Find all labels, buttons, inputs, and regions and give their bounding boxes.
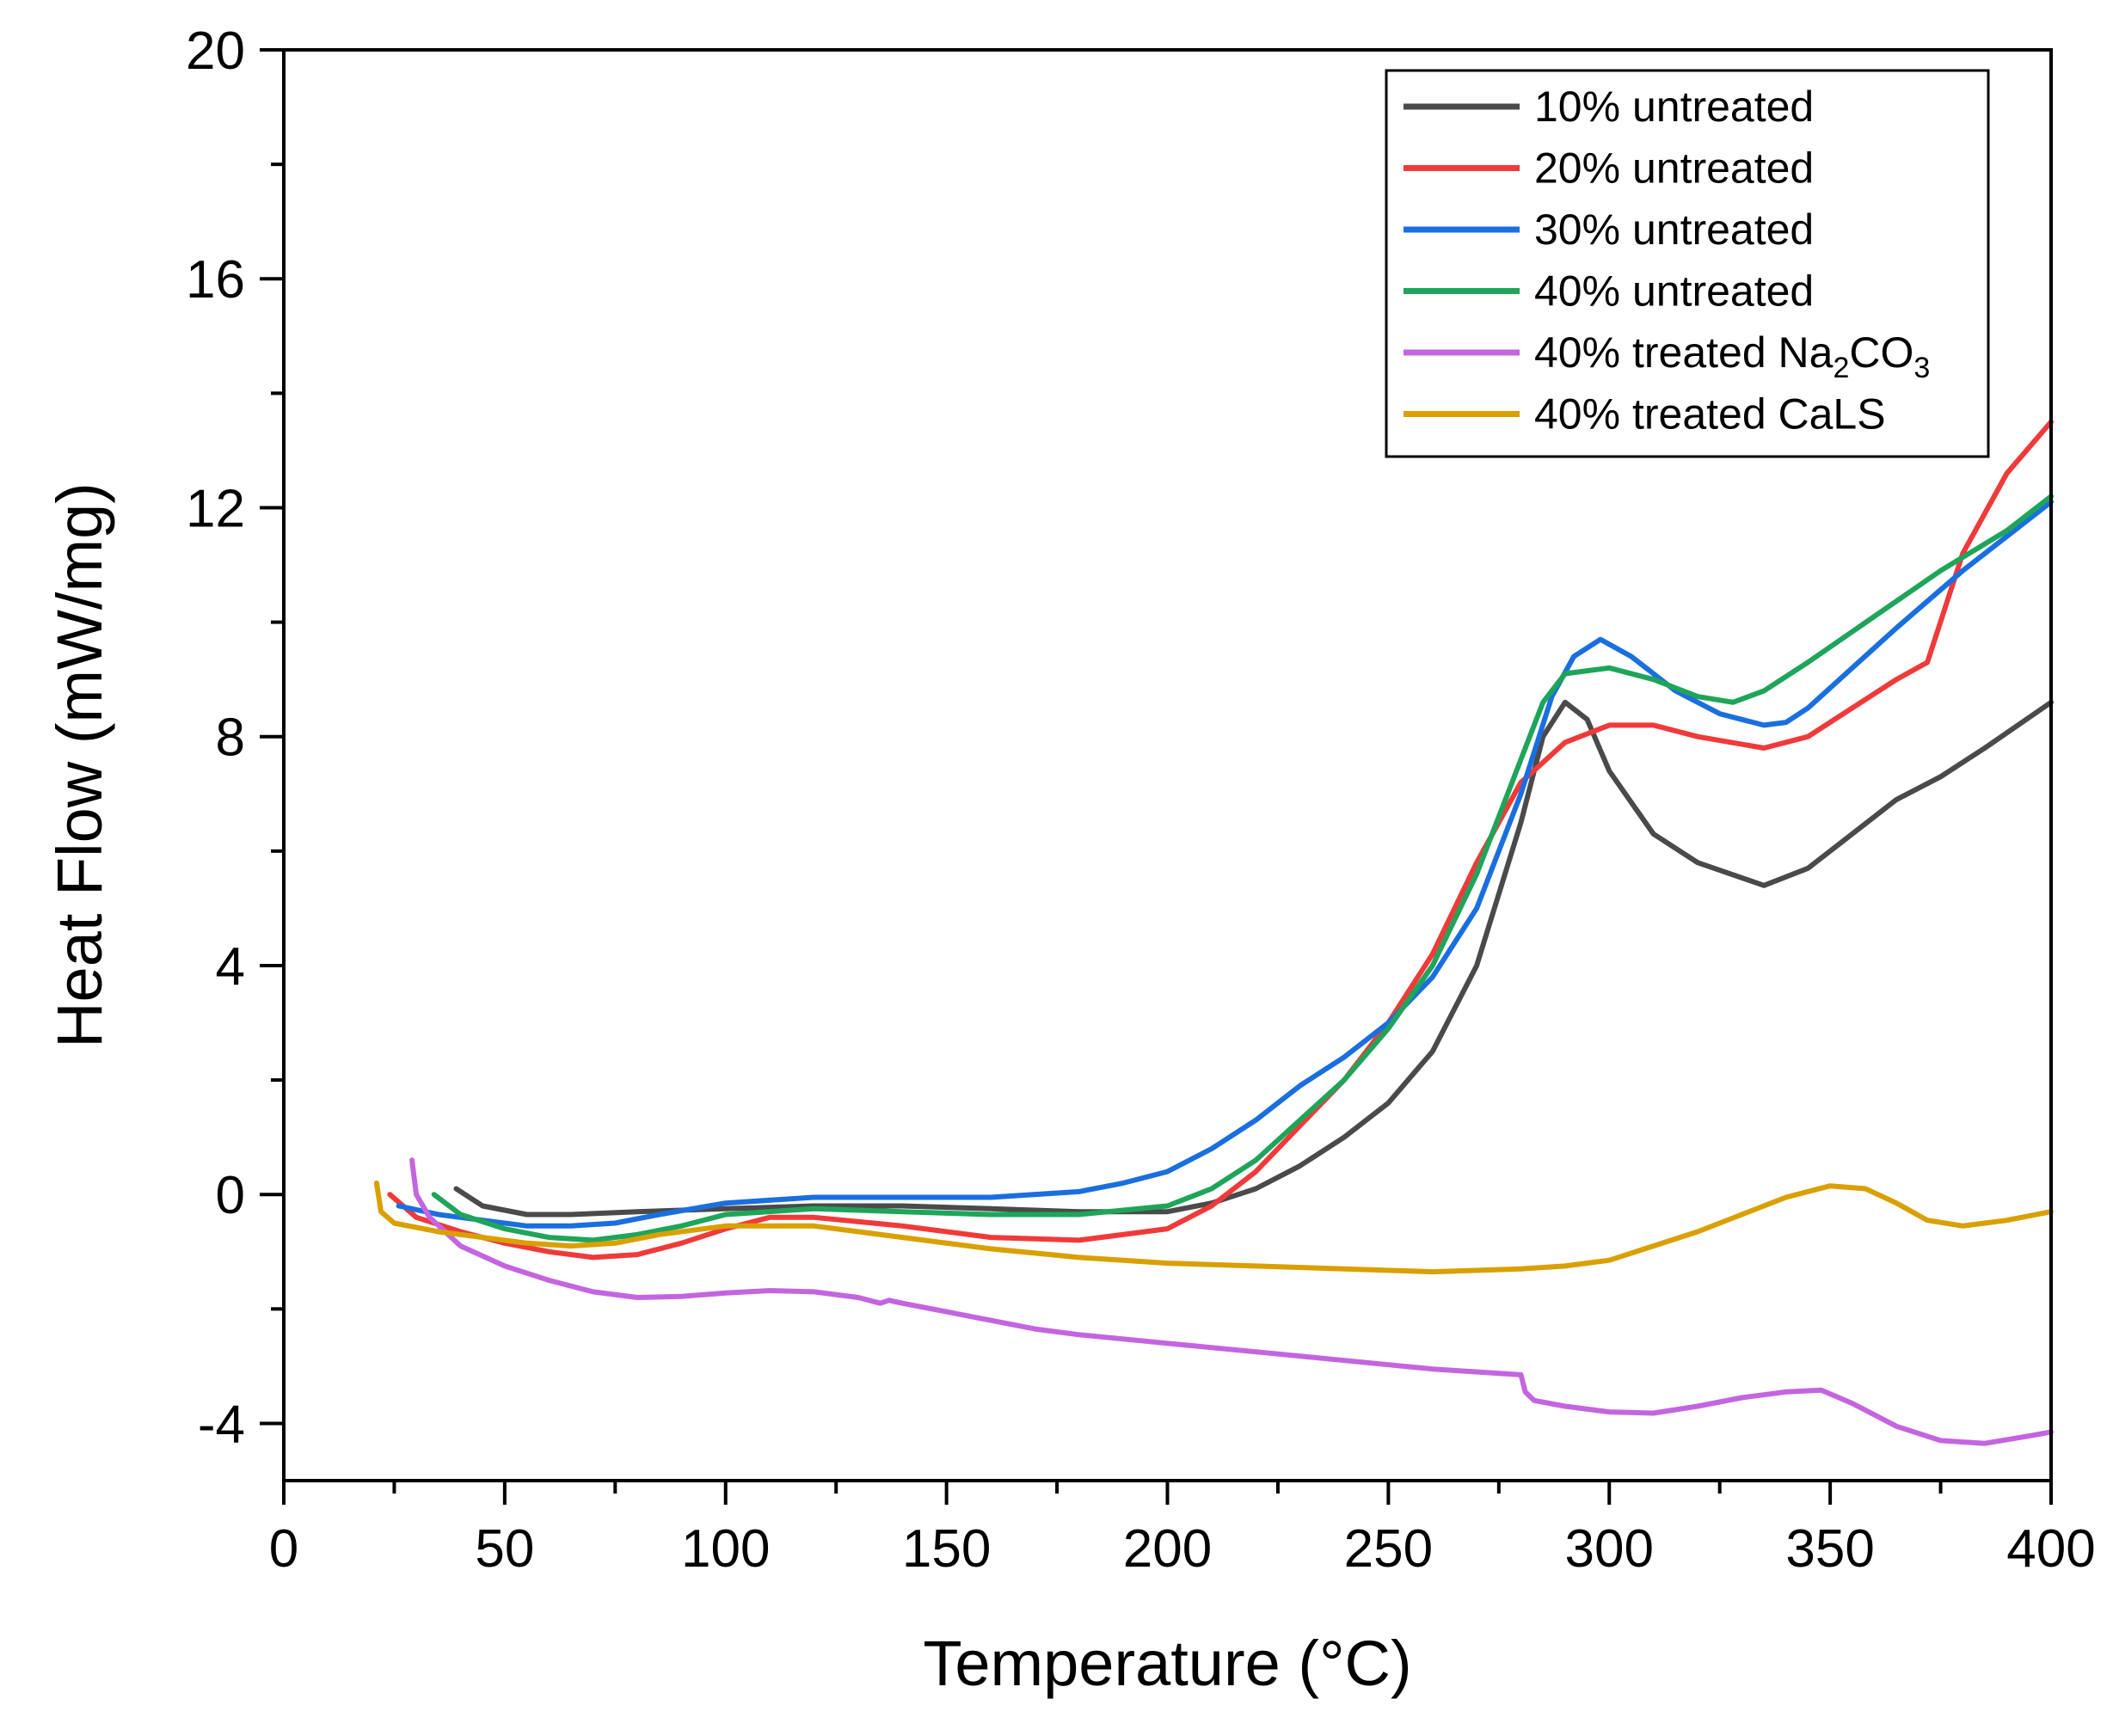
x-tick-label: 350 — [1785, 1519, 1874, 1579]
legend-label-main: 40% untreated — [1534, 267, 1814, 316]
legend-label: 30% untreated — [1534, 205, 1814, 254]
legend-label-main: 20% untreated — [1534, 144, 1814, 193]
legend-label: 40% treated Na2CO3 — [1534, 328, 1930, 384]
legend-label: 20% untreated — [1534, 144, 1814, 193]
x-tick-label: 300 — [1565, 1519, 1654, 1579]
x-axis-title: Temperature (°C) — [923, 1628, 1411, 1699]
legend-label-main: 10% untreated — [1534, 83, 1814, 131]
legend-label-main: 30% untreated — [1534, 205, 1814, 254]
y-tick-label: 12 — [186, 479, 245, 538]
legend-label-tail: CO — [1849, 328, 1913, 377]
series-line-5 — [409, 1157, 2054, 1446]
series-line-3 — [396, 499, 2054, 1229]
legend-label-subscript: 2 — [1833, 352, 1849, 384]
y-tick-label: -4 — [198, 1395, 245, 1454]
legend-label: 10% untreated — [1534, 83, 1814, 131]
legend-label-subscript: 3 — [1913, 352, 1930, 384]
x-tick-label: 50 — [475, 1519, 534, 1579]
x-tick-label: 100 — [681, 1519, 770, 1579]
x-tick-label: 150 — [902, 1519, 991, 1579]
y-tick-label: 20 — [186, 21, 245, 81]
series-line-1 — [453, 699, 2054, 1218]
x-tick-label: 200 — [1123, 1519, 1212, 1579]
legend-box — [1385, 69, 1990, 458]
series-layer — [373, 419, 2054, 1446]
y-axis-title: Heat Flow (mW/mg) — [44, 482, 115, 1048]
x-tick-label: 400 — [2006, 1519, 2095, 1579]
series-line-4 — [431, 494, 2054, 1243]
legend-label: 40% untreated — [1534, 267, 1814, 316]
y-tick-label: 8 — [216, 709, 245, 768]
y-tick-label: 4 — [216, 937, 245, 997]
legend-label-main: 40% treated CaLS — [1534, 390, 1886, 439]
series-line-2 — [387, 419, 2054, 1261]
x-tick-label: 250 — [1344, 1519, 1433, 1579]
y-tick-label: 16 — [186, 250, 245, 310]
y-tick-label: 0 — [216, 1166, 245, 1225]
x-tick-label: 0 — [269, 1519, 298, 1579]
legend-label-main: 40% treated Na — [1534, 328, 1834, 377]
series-line-6 — [373, 1180, 2054, 1275]
ticks-layer: 0 50 100 150 200 250 300 350 400 -4 0 4 8 12 16 20 — [186, 21, 2096, 1579]
legend-label: 40% treated CaLS — [1534, 390, 1886, 439]
legend: 10% untreated 20% untreated 30% untreated 4… — [1385, 69, 1990, 458]
